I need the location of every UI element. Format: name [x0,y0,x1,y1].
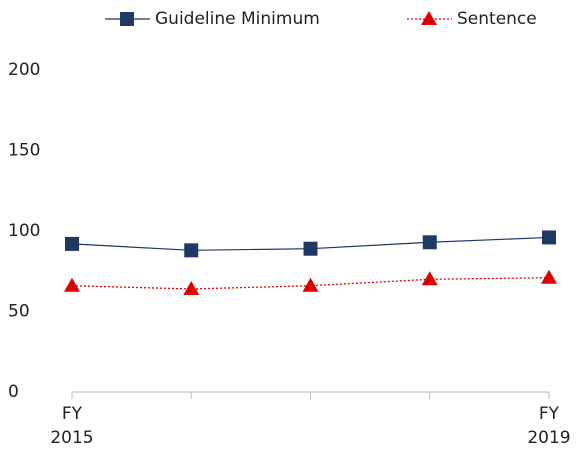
data-point [541,269,557,284]
legend-marker [120,12,134,26]
y-tick-label: 200 [8,60,40,80]
y-tick-label: 0 [8,382,19,402]
data-point [64,277,80,292]
data-point [303,241,318,256]
legend-label: Guideline Minimum [155,9,320,29]
series-line [71,277,550,290]
data-point [65,236,79,251]
data-point [542,230,556,245]
data-point [421,271,438,286]
x-tick-label: FY 2015 [50,404,94,448]
legend-marker [421,11,437,25]
data-point [183,280,200,295]
x-tick-label: FY 2019 [527,404,571,448]
data-point [422,235,437,250]
data-point [184,243,199,258]
y-tick-label: 100 [8,221,40,241]
y-tick-label: 50 [8,302,30,322]
legend-label: Sentence [457,9,537,29]
data-point [302,277,319,292]
y-tick-label: 150 [8,141,40,161]
